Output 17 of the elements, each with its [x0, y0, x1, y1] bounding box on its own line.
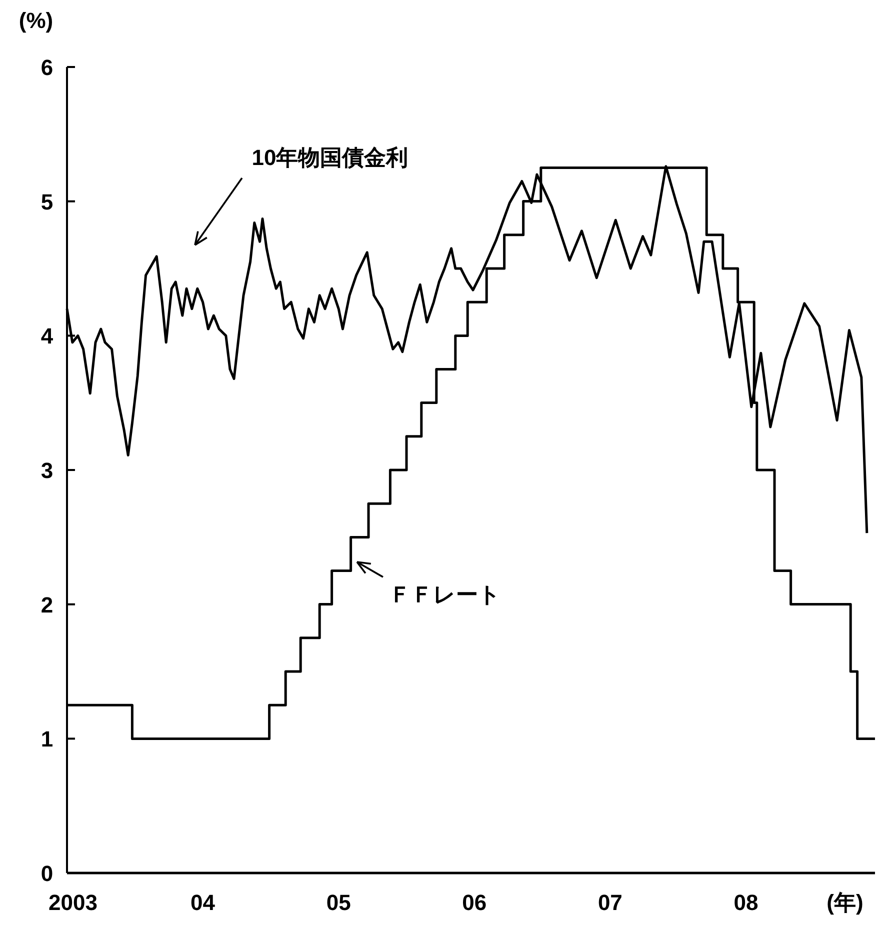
y-tick-label: 0 — [40, 861, 54, 886]
x-tick-label: 07 — [598, 890, 622, 915]
x-tick-label: 2003 — [48, 890, 98, 915]
y-axis-title: (%) — [18, 8, 54, 33]
y-tick-label: 2 — [40, 592, 54, 618]
text: 10年物国債金利 — [252, 145, 408, 170]
x-axis-title: (年) — [826, 890, 864, 915]
y-tick-label: 1 — [40, 726, 54, 752]
x-tick-label: 08 — [734, 890, 758, 915]
y-tick-label: 3 — [40, 458, 54, 483]
x-tick-label: 04 — [190, 890, 216, 915]
x-tick-label: 05 — [326, 890, 351, 915]
y-tick-label: 4 — [40, 324, 54, 349]
y-tick-label: 6 — [40, 55, 54, 80]
x-tick-label: 06 — [462, 890, 487, 915]
legend-label: ＦＦレート — [389, 582, 501, 607]
y-tick-label: 5 — [40, 189, 54, 214]
